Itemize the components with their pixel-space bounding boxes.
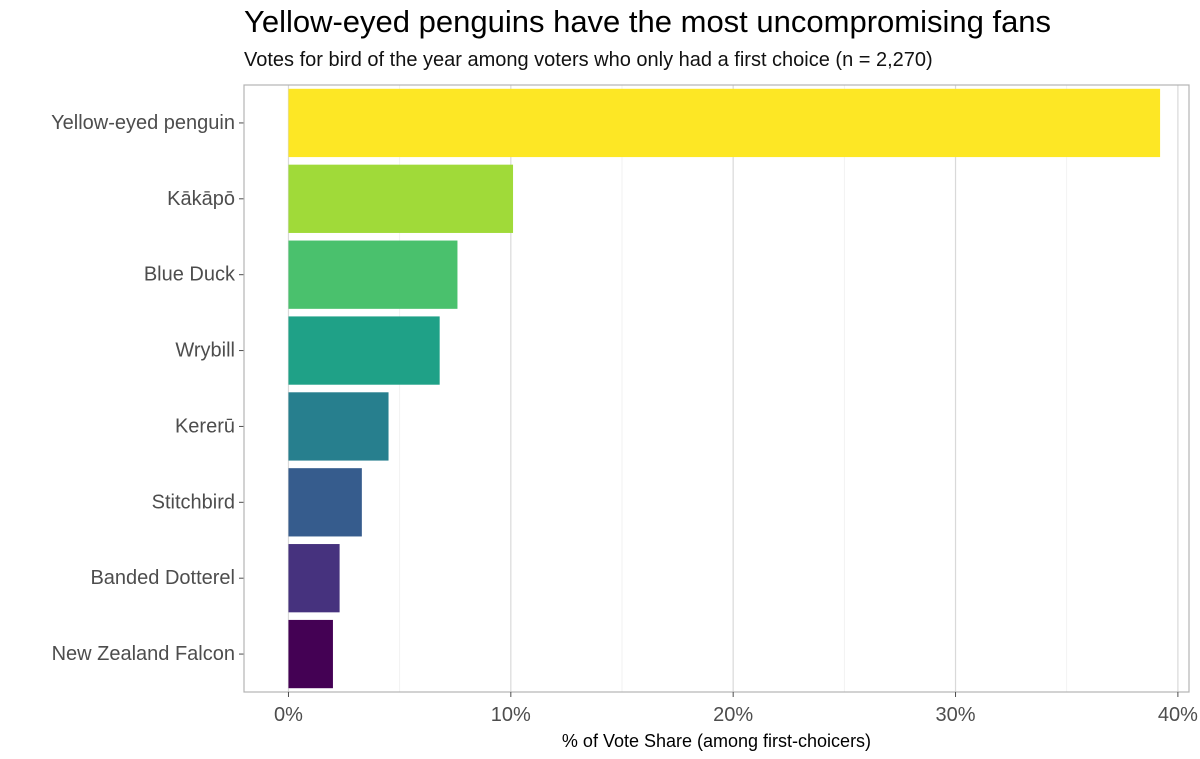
panel-border [243,84,1190,693]
x-tick-label: 10% [491,704,531,726]
bar [288,240,458,309]
x-axis-title: % of Vote Share (among first-choicers) [562,731,871,751]
bar [288,468,362,537]
bar [288,392,389,461]
x-tick-label: 30% [936,704,976,726]
bar [288,88,1161,158]
y-tick-label: Wrybill [175,340,235,362]
y-tick-label: Banded Dotterel [90,567,235,589]
y-tick-label: Blue Duck [144,264,236,286]
y-tick-label: Yellow-eyed penguin [51,112,235,134]
chart-subtitle: Votes for bird of the year among voters … [244,49,933,71]
y-tick-label: Kererū [175,415,235,437]
y-tick-label: Kākāpō [167,188,235,210]
chart-title: Yellow-eyed penguins have the most uncom… [244,4,1052,39]
bar [288,544,340,613]
y-tick-label: New Zealand Falcon [52,643,235,665]
x-tick-label: 0% [274,704,303,726]
bar [288,316,440,385]
bar [288,164,514,233]
y-tick-label: Stitchbird [152,491,235,513]
x-tick-label: 20% [713,704,753,726]
x-tick-label: 40% [1158,704,1198,726]
bar [288,619,333,689]
